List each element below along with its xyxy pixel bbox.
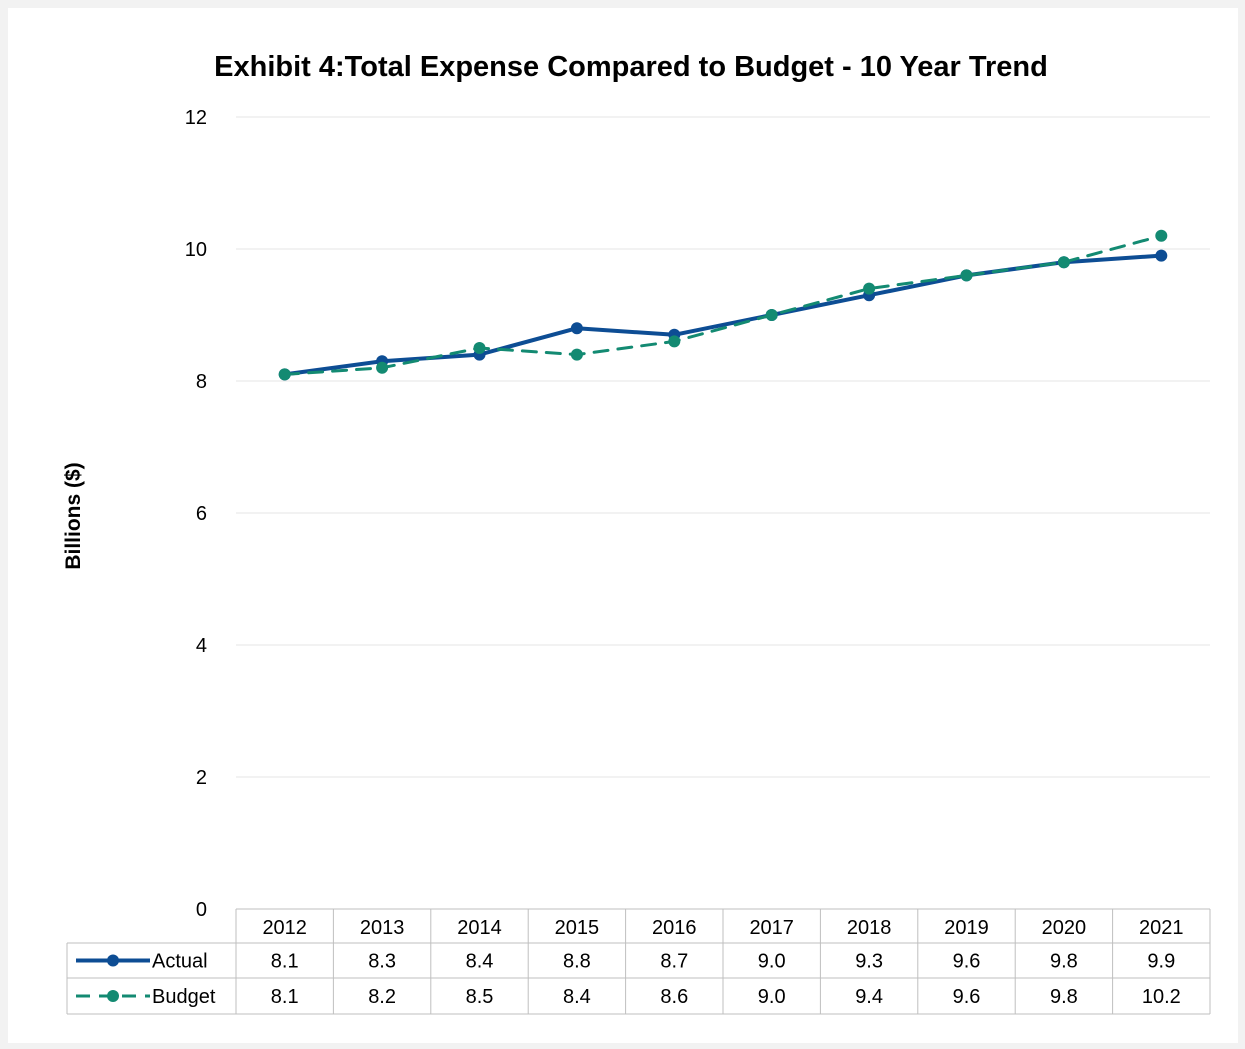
y-tick-label: 10 <box>185 239 207 261</box>
data-label: 8.5 <box>466 986 494 1008</box>
x-tick-label: 2014 <box>457 917 502 939</box>
legend-label: Budget <box>152 986 216 1008</box>
x-tick-label: 2020 <box>1042 917 1087 939</box>
data-label: 9.6 <box>953 986 981 1008</box>
data-label: 9.4 <box>855 986 883 1008</box>
data-label: 8.1 <box>271 986 299 1008</box>
series-line-budget <box>283 234 1163 376</box>
series-lines <box>278 229 1168 381</box>
data-label: 9.6 <box>953 951 981 973</box>
data-label: 9.0 <box>758 951 786 973</box>
y-tick-label: 8 <box>196 371 207 393</box>
data-point-budget <box>278 368 291 381</box>
data-label: 8.2 <box>368 986 396 1008</box>
data-label: 8.6 <box>660 986 688 1008</box>
chart-frame: Exhibit 4:Total Expense Compared to Budg… <box>8 8 1238 1043</box>
gridlines <box>236 116 1210 778</box>
data-label: 8.4 <box>466 951 494 973</box>
data-label: 9.8 <box>1050 951 1078 973</box>
x-tick-label: 2016 <box>652 917 697 939</box>
x-tick-label: 2021 <box>1139 917 1184 939</box>
data-label: 8.4 <box>563 986 591 1008</box>
data-point-budget <box>960 269 973 282</box>
data-label: 10.2 <box>1142 986 1181 1008</box>
data-point-budget <box>376 361 389 374</box>
data-label: 8.8 <box>563 951 591 973</box>
x-tick-label: 2012 <box>262 917 307 939</box>
data-label: 8.7 <box>660 951 688 973</box>
legend-marker <box>107 990 119 1002</box>
data-point-budget <box>473 342 486 354</box>
data-point-budget <box>1155 229 1168 242</box>
y-tick-label: 0 <box>196 899 207 921</box>
x-tick-label: 2013 <box>360 917 405 939</box>
chart-title: Exhibit 4:Total Expense Compared to Budg… <box>214 51 1048 83</box>
data-point-budget <box>1057 256 1070 269</box>
data-table: 2012 2013 2014 2015 2016 2017 2018 2019 2020 2021… <box>66 908 1211 1015</box>
data-point-actual <box>1155 249 1168 262</box>
y-axis-label: Billions ($) <box>62 462 85 569</box>
data-point-actual <box>570 322 583 335</box>
y-tick-label: 12 <box>185 107 207 129</box>
x-tick-label: 2018 <box>847 917 892 939</box>
data-label: 9.0 <box>758 986 786 1008</box>
data-label: 9.9 <box>1147 951 1175 973</box>
x-tick-label: 2015 <box>555 917 600 939</box>
series-line-actual <box>282 253 1164 377</box>
y-tick-label: 4 <box>196 635 207 657</box>
x-tick-label: 2019 <box>944 917 989 939</box>
data-point-budget <box>668 335 681 348</box>
x-tick-label: 2017 <box>749 917 794 939</box>
line-chart: Exhibit 4:Total Expense Compared to Budg… <box>62 51 1211 1015</box>
y-tick-label: 2 <box>196 767 207 789</box>
y-tick-label: 6 <box>196 503 207 525</box>
data-label: 8.1 <box>271 951 299 973</box>
data-point-budget <box>570 348 583 361</box>
y-axis-ticks: 0 2 4 6 8 10 12 <box>185 107 207 921</box>
legend-label: Actual <box>152 951 208 973</box>
data-point-budget <box>863 282 876 295</box>
data-point-budget <box>765 309 778 321</box>
legend-marker <box>107 954 119 967</box>
legend-key-actual <box>76 954 150 967</box>
data-label: 9.3 <box>855 951 883 973</box>
legend-key-budget <box>76 990 150 1002</box>
data-label: 9.8 <box>1050 986 1078 1008</box>
data-label: 8.3 <box>368 951 396 973</box>
